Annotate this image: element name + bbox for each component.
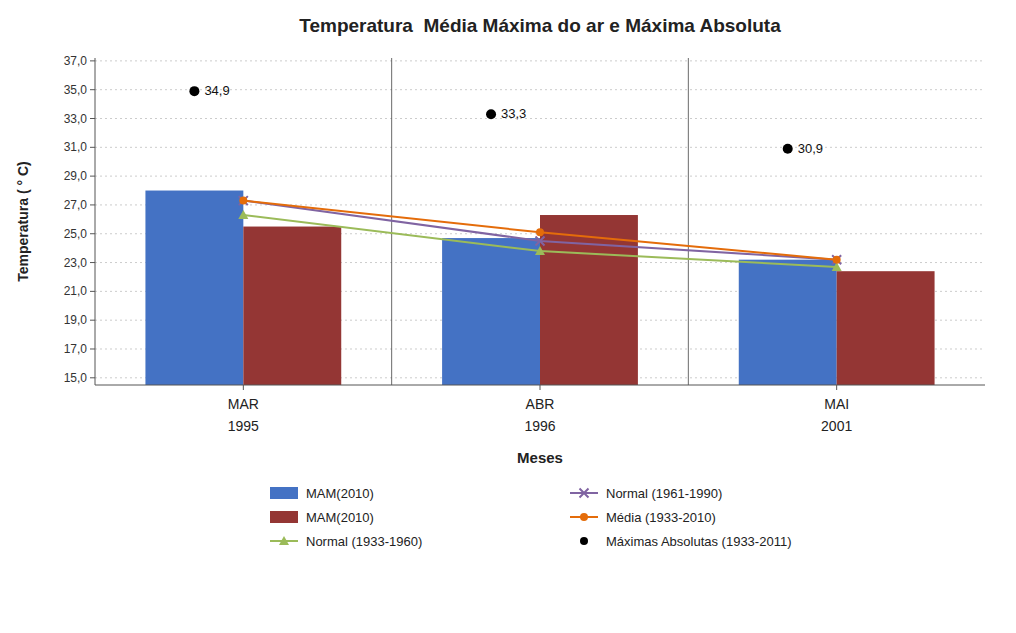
chart: Temperatura Média Máxima do ar e Máxima … [0, 0, 1016, 633]
x-axis: MAR ABR MAI 1995 1996 2001 [228, 385, 853, 434]
x-tick-label: ABR [526, 396, 555, 412]
y-tick-label: 27,0 [64, 198, 88, 212]
y-tick-label: 17,0 [64, 342, 88, 356]
y-axis-line [95, 58, 96, 385]
grid-line [95, 147, 985, 148]
y-tick-label: 29,0 [64, 169, 88, 183]
plot-area [145, 86, 934, 385]
marker [833, 256, 841, 264]
y-tick [90, 147, 95, 148]
x-tick [243, 385, 244, 390]
y-tick [90, 291, 95, 292]
annotation: 1996 [524, 418, 555, 434]
legend-entry: Normal (1933-1960) [306, 534, 422, 549]
y-tick [90, 233, 95, 234]
y-axis-label: Temperatura ( ° C) [15, 161, 31, 281]
y-tick [90, 176, 95, 177]
scatter-point [783, 144, 793, 154]
bar [442, 238, 540, 385]
marker [580, 489, 589, 498]
y-tick [90, 262, 95, 263]
y-tick [90, 118, 95, 119]
bar [145, 191, 243, 385]
legend-swatch [270, 487, 298, 499]
legend-entry: Média (1933-2010) [606, 510, 716, 525]
legend-entry: Normal (1961-1990) [606, 486, 722, 501]
marker [536, 236, 545, 245]
x-tick-label: MAR [228, 396, 259, 412]
marker [535, 246, 545, 255]
legend-entry: Máximas Absolutas (1933-2011) [606, 534, 791, 549]
data-label: 34,9 [204, 83, 229, 98]
y-tick-label: 25,0 [64, 227, 88, 241]
line [243, 201, 836, 260]
grid-line [95, 118, 985, 119]
annotation: 1995 [228, 418, 259, 434]
x-tick [836, 385, 837, 390]
annotation: 2001 [821, 418, 852, 434]
background [0, 0, 1016, 633]
scatter-point [189, 86, 199, 96]
bar [837, 271, 935, 385]
y-tick-label: 19,0 [64, 313, 88, 327]
marker [832, 255, 841, 264]
x-tick-label: MAI [824, 396, 849, 412]
marker [279, 536, 289, 545]
marker [239, 197, 247, 205]
y-tick [90, 204, 95, 205]
x-axis-label: Meses [517, 449, 563, 466]
marker [580, 513, 588, 521]
y-tick-label: 35,0 [64, 83, 88, 97]
marker [239, 196, 248, 205]
grid-line [95, 176, 985, 177]
marker [536, 228, 544, 236]
data-labels: 34,9 33,3 30,9 [204, 83, 823, 156]
data-label: 30,9 [798, 141, 823, 156]
y-tick-label: 21,0 [64, 284, 88, 298]
legend-entry: MAM(2010) [306, 510, 374, 525]
legend: MAM(2010) MAM(2010) Normal (1933-1960) Norm… [270, 486, 791, 549]
y-tick-label: 23,0 [64, 256, 88, 270]
data-label: 33,3 [501, 106, 526, 121]
bar [739, 260, 837, 385]
bar [243, 227, 341, 385]
y-tick [90, 320, 95, 321]
y-tick-label: 37,0 [64, 54, 88, 68]
line [243, 201, 836, 260]
x-tick [540, 385, 541, 390]
legend-entry: MAM(2010) [306, 486, 374, 501]
y-tick [90, 60, 95, 61]
y-tick-label: 15,0 [64, 371, 88, 385]
y-axis: 15,0 17,0 19,0 21,0 23,0 25,0 27,0 29,0 31,0 33,0… [64, 54, 95, 385]
line [243, 215, 836, 267]
title: Temperatura Média Máxima do ar e Máxima … [299, 15, 781, 36]
y-tick-label: 33,0 [64, 112, 88, 126]
y-tick [90, 377, 95, 378]
y-tick [90, 89, 95, 90]
y-tick [90, 348, 95, 349]
legend-swatch [270, 511, 298, 523]
marker [238, 210, 248, 219]
group-divider [688, 58, 689, 385]
page: {"chart_data": { "type": "bar", "title":… [0, 0, 1016, 633]
y-tick-label: 31,0 [64, 140, 88, 154]
scatter-point [486, 109, 496, 119]
grid-line [95, 60, 985, 61]
marker [580, 537, 588, 545]
